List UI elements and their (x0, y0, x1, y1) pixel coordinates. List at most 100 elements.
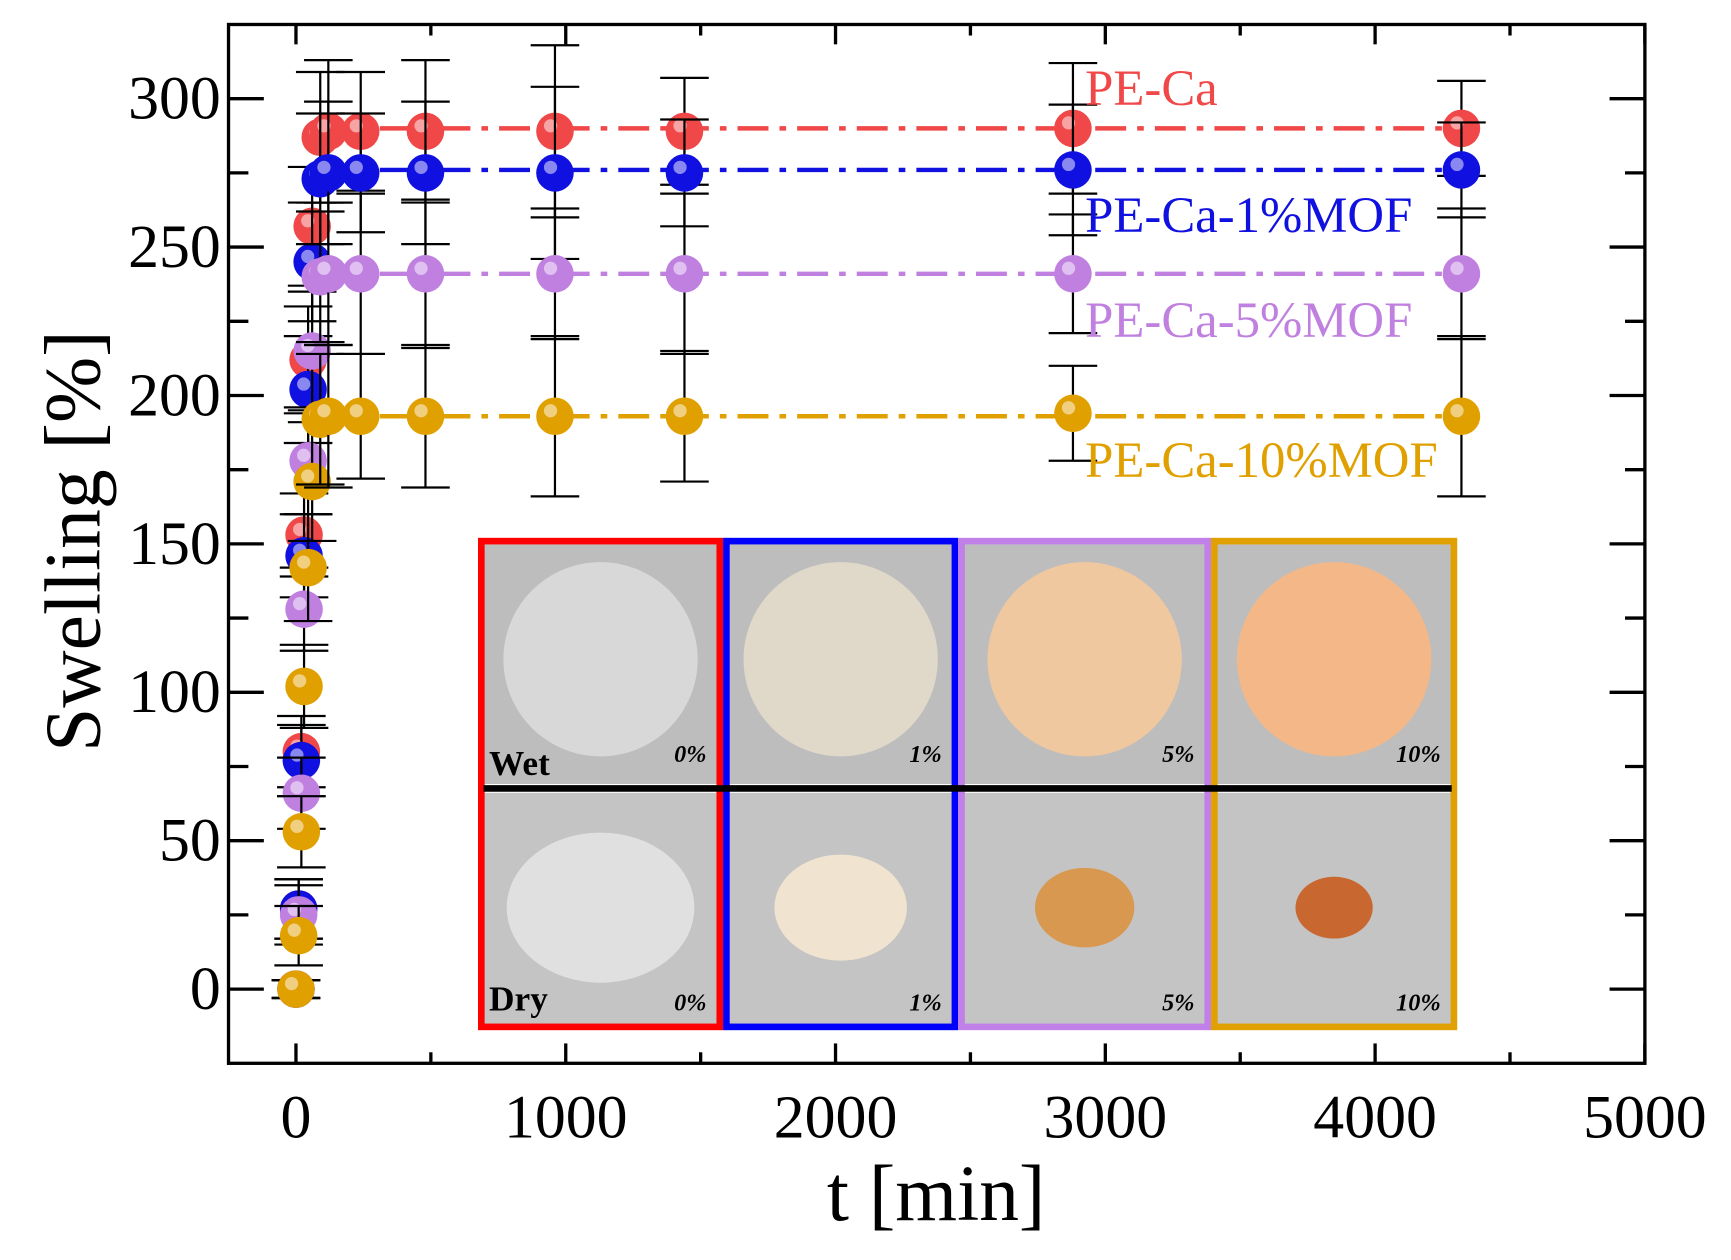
data-point (279, 916, 318, 955)
x-tick-label: 1000 (504, 1083, 628, 1151)
panel-label: 0% (674, 989, 706, 1016)
data-point-highlight (297, 555, 311, 569)
dry-sample (506, 832, 695, 983)
panel-frame (478, 537, 724, 1031)
legend-label: PE-Ca-1%MOF (1085, 187, 1412, 243)
x-tick-label: 2000 (774, 1083, 898, 1151)
data-point-highlight (290, 819, 304, 833)
x-tick-label: 4000 (1313, 1083, 1437, 1151)
data-point (282, 813, 321, 851)
panel-frame (1211, 537, 1458, 1031)
data-point-highlight (1450, 261, 1464, 275)
data-point (293, 332, 331, 370)
data-point-highlight (543, 160, 558, 174)
x-axis-label: t [min] (827, 1150, 1046, 1238)
data-point (309, 397, 348, 436)
data-point-highlight (1061, 157, 1076, 172)
panel-label: 5% (1162, 989, 1194, 1016)
panel-label: 10% (1396, 989, 1440, 1016)
y-axis-label: Swelling [%] (29, 330, 117, 752)
data-point (293, 462, 331, 501)
dry-sample (1295, 876, 1373, 939)
series-layer (271, 44, 1486, 1008)
y-tick-label: 50 (159, 807, 221, 875)
data-point (341, 255, 380, 293)
data-point (1442, 397, 1481, 436)
data-point (309, 255, 348, 293)
data-point-highlight (317, 160, 331, 174)
data-point (341, 154, 380, 192)
panel-label: 1% (909, 989, 941, 1016)
data-point-highlight (673, 404, 687, 418)
data-point (277, 970, 315, 1008)
data-point-highlight (543, 404, 558, 418)
data-point (309, 154, 348, 192)
data-point (536, 255, 574, 293)
data-point-highlight (673, 261, 687, 275)
data-point-highlight (293, 674, 307, 688)
data-point (1054, 394, 1092, 433)
x-tick-label: 5000 (1583, 1083, 1707, 1151)
y-tick-label: 300 (128, 65, 221, 133)
data-point-highlight (349, 160, 363, 174)
data-point-highlight (1450, 157, 1464, 172)
wet-sample (1236, 562, 1432, 757)
y-tick-label: 0 (190, 955, 221, 1023)
data-point-highlight (290, 781, 304, 795)
data-point (285, 590, 323, 628)
data-point-highlight (414, 261, 428, 275)
data-point-highlight (1061, 401, 1076, 415)
data-point-highlight (673, 160, 687, 174)
panel-label: 1% (909, 741, 941, 768)
data-point-highlight (349, 404, 363, 418)
data-point (665, 397, 704, 436)
data-point-highlight (297, 448, 311, 462)
data-point-highlight (287, 923, 301, 937)
legend: PE-Ca PE-Ca-1%MOF PE-Ca-5%MOF PE-Ca-10%MOF (1085, 60, 1438, 488)
data-point (406, 255, 445, 293)
data-point (285, 667, 323, 706)
row-label-wet: Wet (489, 744, 550, 783)
wet-sample (503, 562, 698, 757)
wet-sample (743, 562, 938, 757)
data-point (289, 548, 327, 587)
data-point (406, 154, 445, 192)
data-point (665, 154, 704, 192)
data-point-highlight (317, 261, 331, 275)
legend-label: PE-Ca (1085, 60, 1218, 116)
data-point-highlight (1061, 261, 1076, 275)
y-tick-label: 200 (128, 361, 221, 429)
x-tick-label: 0 (281, 1083, 312, 1151)
wet-sample (987, 562, 1182, 757)
panel-frame (958, 537, 1212, 1031)
legend-label: PE-Ca-5%MOF (1085, 292, 1412, 348)
panel-frame (723, 537, 959, 1031)
data-point-highlight (1450, 404, 1464, 418)
dry-sample (774, 854, 907, 961)
dry-sample (1034, 867, 1135, 948)
data-point (665, 255, 704, 293)
data-point-highlight (414, 404, 428, 418)
data-point-highlight (317, 404, 331, 418)
data-point (1054, 255, 1092, 293)
data-point (406, 397, 445, 436)
data-point-highlight (301, 249, 315, 264)
panel-label: 5% (1162, 741, 1194, 768)
data-point (1442, 151, 1481, 189)
data-point-highlight (284, 976, 299, 991)
panel-label: 10% (1396, 741, 1440, 768)
axes: 0 1000 2000 3000 4000 5000 0 50 100 150 200 250 300 (128, 24, 1707, 1151)
data-point (536, 154, 574, 192)
y-tick-label: 100 (128, 658, 221, 726)
data-point-highlight (297, 377, 311, 391)
data-point-highlight (414, 160, 428, 174)
data-point-highlight (349, 261, 363, 275)
legend-label: PE-Ca-10%MOF (1085, 432, 1438, 488)
data-point (536, 397, 574, 436)
data-point (341, 397, 380, 436)
data-point-highlight (301, 469, 315, 483)
y-tick-label: 150 (128, 510, 221, 578)
row-label-dry: Dry (489, 979, 548, 1018)
panel-label: 0% (674, 741, 706, 768)
